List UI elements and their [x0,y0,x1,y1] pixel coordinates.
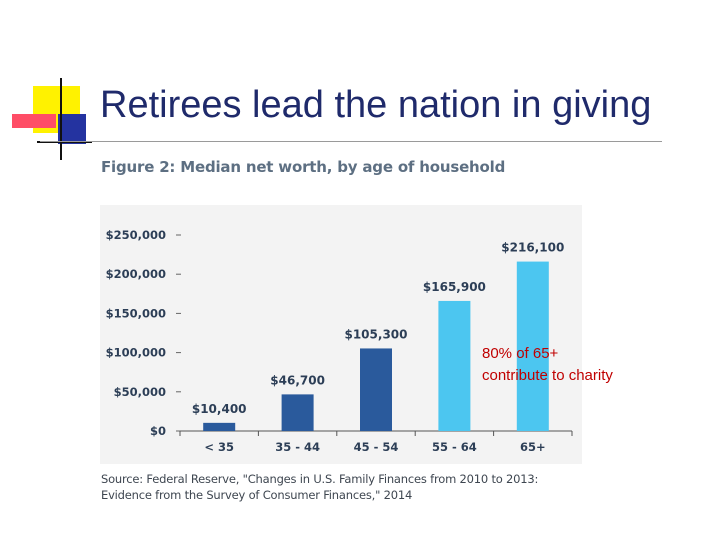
bar-value-label: $216,100 [501,241,564,255]
annotation-line-2: contribute to charity [482,367,613,384]
bar-4 [438,300,471,431]
x-category-label: 45 - 54 [354,440,399,454]
title-divider [40,141,662,142]
y-tick-label: $100,000 [106,346,166,360]
figure-source: Source: Federal Reserve, "Changes in U.S… [101,471,538,503]
slide-title: Retirees lead the nation in giving [100,84,652,126]
bar-1 [203,422,236,431]
bar-2 [281,394,314,431]
y-tick-label: $150,000 [106,306,166,320]
source-line-1: Source: Federal Reserve, "Changes in U.S… [101,472,539,486]
source-line-2: Evidence from the Survey of Consumer Fin… [101,488,413,502]
bar-value-label: $105,300 [344,327,407,341]
annotation-line-1: 80% of 65+ [482,345,559,362]
x-category-label: < 35 [204,440,234,454]
y-tick-label: $50,000 [114,385,166,399]
y-tick-label: $200,000 [106,267,166,281]
x-category-label: 65+ [520,440,546,454]
x-category-label: 55 - 64 [432,440,477,454]
bar-5 [516,261,549,431]
chart-panel: $0 $50,000 $100,000 $150,000 $200,000 $250,00… [100,205,582,464]
bar-value-label: $10,400 [192,402,247,416]
deco-red-block [12,114,56,128]
bar-3 [360,348,392,431]
y-tick-label: $0 [150,424,166,438]
charity-annotation: 80% of 65+ contribute to charity [482,343,613,387]
y-tick-label: $250,000 [106,228,166,242]
figure-title: Figure 2: Median net worth, by age of ho… [101,158,506,176]
deco-vertical-line [60,78,62,160]
x-category-label: 35 - 44 [275,440,320,454]
bar-chart: $0 $50,000 $100,000 $150,000 $200,000 $250,00… [106,228,573,454]
deco-blue-block [58,114,86,144]
deco-horizontal-line [37,141,92,143]
bar-value-label: $46,700 [270,373,325,387]
bar-value-label: $165,900 [423,280,486,294]
